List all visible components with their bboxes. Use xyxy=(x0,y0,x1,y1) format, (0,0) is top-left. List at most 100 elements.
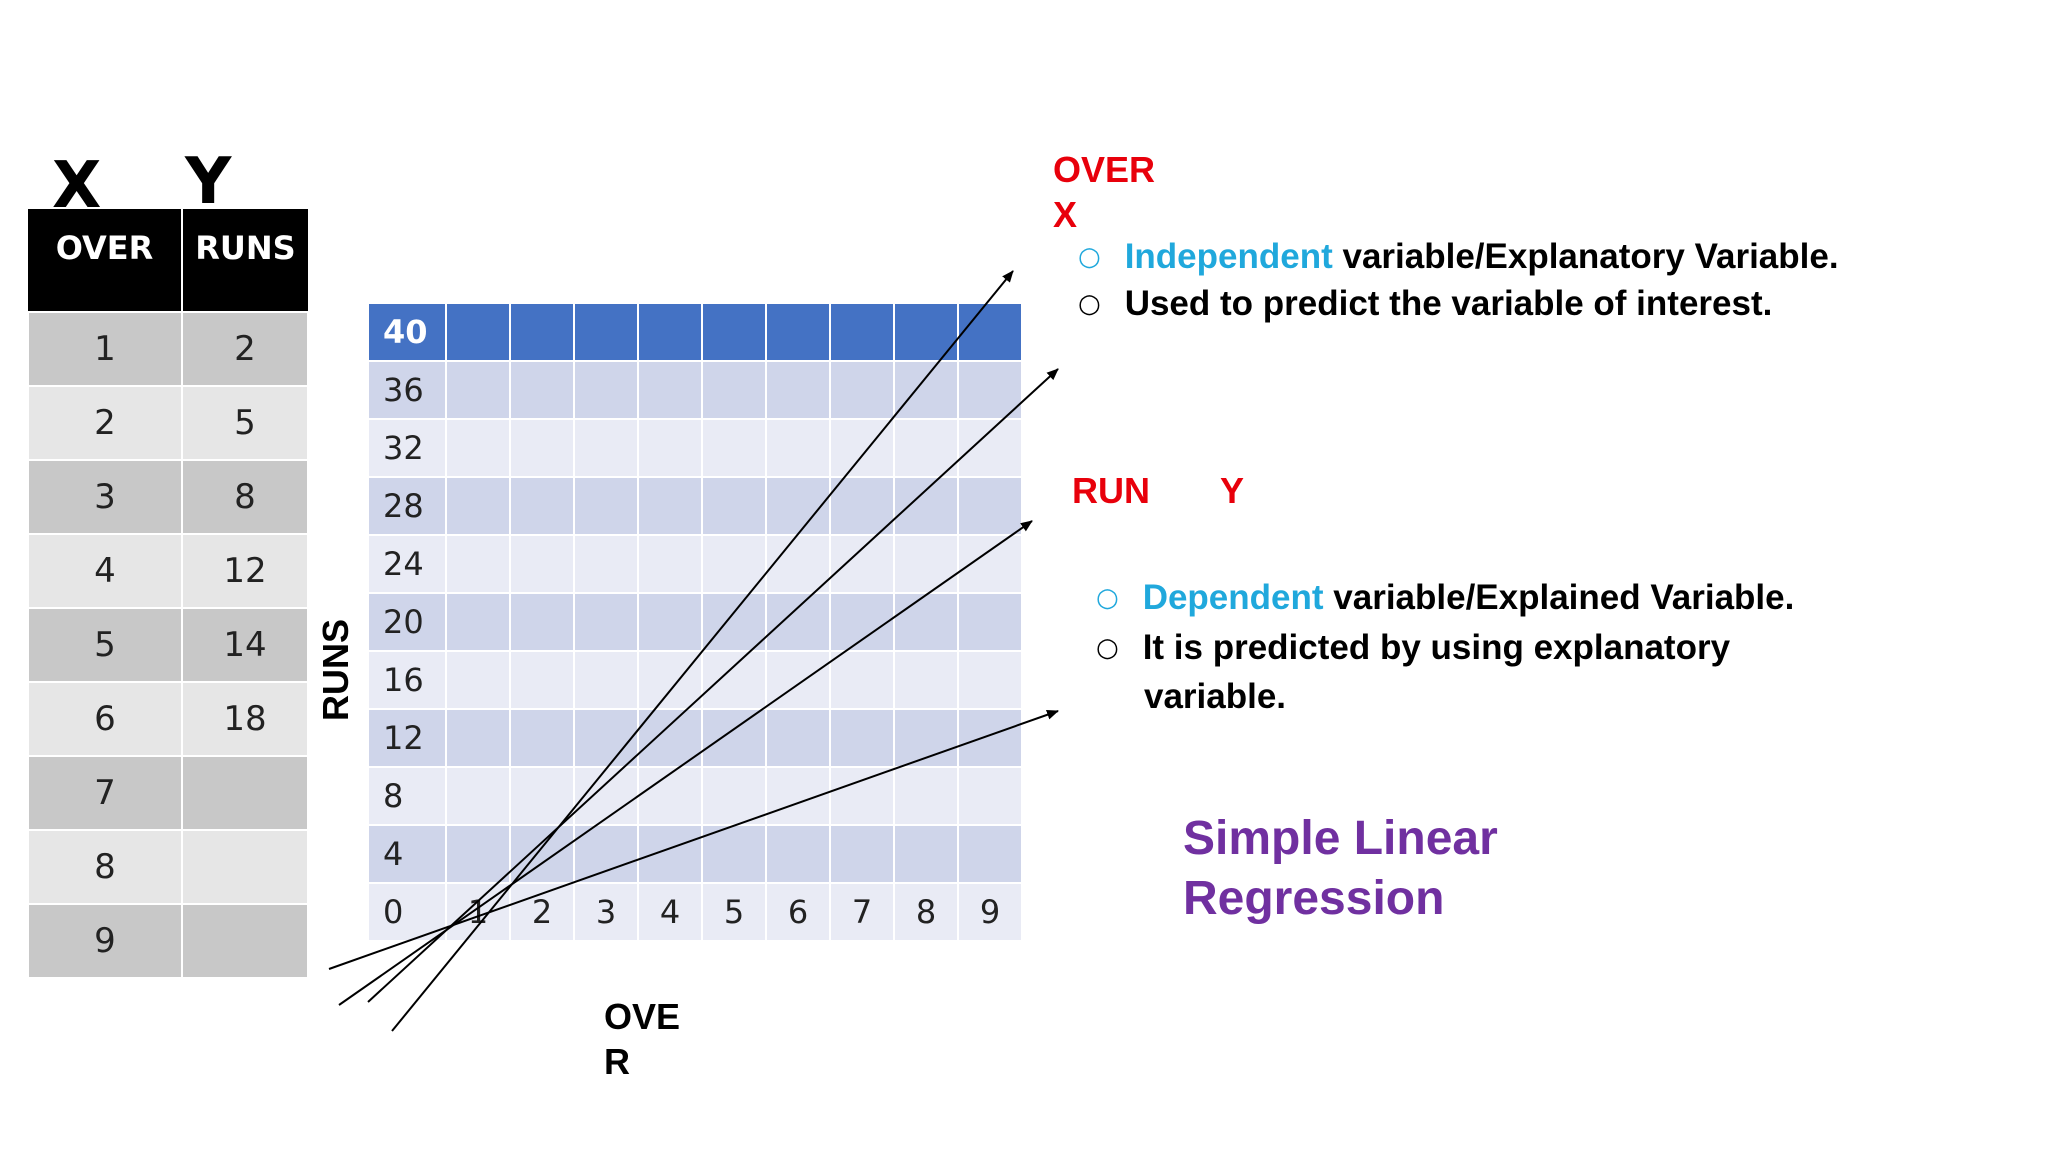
table-row: 1 2 xyxy=(27,311,309,387)
table-row: 9 xyxy=(27,903,309,979)
caption-simple-linear-regression: Simple Linear Regression xyxy=(1183,812,1498,925)
table-header-over: OVER xyxy=(28,209,183,312)
grid-cell xyxy=(509,418,575,478)
grid-cell xyxy=(829,766,895,826)
grid-cell xyxy=(637,534,703,594)
grid-row: 4 xyxy=(367,824,1023,884)
grid-cell xyxy=(829,650,895,710)
grid-cell xyxy=(445,360,511,420)
grid-cell xyxy=(957,302,1023,362)
grid-cell xyxy=(509,708,575,768)
hollow-circle-bullet-icon: ○ xyxy=(1078,289,1101,319)
grid-cell xyxy=(509,592,575,652)
table-row: 3 8 xyxy=(27,459,309,535)
table-row: 7 xyxy=(27,755,309,831)
grid-cell xyxy=(957,360,1023,420)
grid-cell xyxy=(573,302,639,362)
regression-line-medium-steep xyxy=(367,368,1059,1003)
grid-cell xyxy=(509,360,575,420)
grid-cell xyxy=(893,418,959,478)
grid-cell xyxy=(893,592,959,652)
grid-row: 8 xyxy=(367,766,1023,826)
grid-cell xyxy=(957,766,1023,826)
table-row: 8 xyxy=(27,829,309,905)
table-row: 2 5 xyxy=(27,385,309,461)
regression-line-medium xyxy=(338,520,1033,1006)
x-tick-label: 7 xyxy=(829,882,895,942)
grid-cell xyxy=(893,650,959,710)
x-tick-label: 6 xyxy=(765,882,831,942)
grid-cell xyxy=(445,824,511,884)
grid-cell xyxy=(701,418,767,478)
grid-cell xyxy=(573,592,639,652)
y-tick-label: 16 xyxy=(367,650,447,710)
grid-cell xyxy=(765,534,831,594)
run-letter: Y xyxy=(1220,470,1245,511)
regression-line-shallow xyxy=(328,709,1059,970)
y-letter: Y xyxy=(185,145,232,219)
y-tick-label: 32 xyxy=(367,418,447,478)
grid-cell xyxy=(445,766,511,826)
grid-cell xyxy=(829,302,895,362)
table-cell-runs: 18 xyxy=(181,681,309,757)
regression-line-steep xyxy=(391,270,1014,1032)
grid-cell xyxy=(957,476,1023,536)
grid-cell xyxy=(637,418,703,478)
grid-cell xyxy=(445,592,511,652)
grid-cell xyxy=(445,476,511,536)
table-cell-runs xyxy=(181,903,309,979)
table-cell-runs xyxy=(181,829,309,905)
grid-cell xyxy=(957,824,1023,884)
y-tick-label: 36 xyxy=(367,360,447,420)
table-cell-over: 8 xyxy=(27,829,183,905)
grid-cell xyxy=(637,824,703,884)
table-cell-over: 5 xyxy=(27,607,183,683)
runs-over-grid: 40 36 32 28 24 20 16 12 8 4 0 1 2 3 4 5 6 7 8 9 xyxy=(367,302,1023,942)
y-tick-label: 20 xyxy=(367,592,447,652)
grid-cell xyxy=(509,476,575,536)
grid-row: 24 xyxy=(367,534,1023,594)
grid-cell xyxy=(957,650,1023,710)
grid-cell xyxy=(701,534,767,594)
grid-cell xyxy=(765,708,831,768)
grid-cell xyxy=(701,650,767,710)
grid-cell xyxy=(829,824,895,884)
grid-cell xyxy=(957,592,1023,652)
grid-row: 20 xyxy=(367,592,1023,652)
grid-cell xyxy=(445,534,511,594)
table-cell-runs: 5 xyxy=(181,385,309,461)
x-tick-label: 3 xyxy=(573,882,639,942)
table-cell-over: 2 xyxy=(27,385,183,461)
grid-cell xyxy=(765,476,831,536)
grid-cell xyxy=(445,302,511,362)
grid-cell xyxy=(701,592,767,652)
grid-row: 28 xyxy=(367,476,1023,536)
y-tick-label: 4 xyxy=(367,824,447,884)
grid-cell xyxy=(893,824,959,884)
run-bullet-1: ○ Dependent variable/Explained Variable. xyxy=(1096,578,1795,617)
grid-cell xyxy=(701,476,767,536)
grid-cell xyxy=(701,302,767,362)
run-title: RUN xyxy=(1072,470,1150,511)
grid-cell xyxy=(829,708,895,768)
grid-cell xyxy=(637,302,703,362)
x-letter: X xyxy=(52,149,102,223)
grid-cell xyxy=(893,360,959,420)
grid-cell xyxy=(829,534,895,594)
table-cell-over: 3 xyxy=(27,459,183,535)
hollow-circle-bullet-icon: ○ xyxy=(1078,242,1101,272)
grid-cell xyxy=(573,476,639,536)
grid-cell xyxy=(765,418,831,478)
grid-cell xyxy=(573,824,639,884)
grid-cell xyxy=(509,650,575,710)
table-row: 4 12 xyxy=(27,533,309,609)
grid-row: 12 xyxy=(367,708,1023,768)
grid-cell xyxy=(637,360,703,420)
table-row: 5 14 xyxy=(27,607,309,683)
grid-cell xyxy=(701,360,767,420)
table-cell-runs: 12 xyxy=(181,533,309,609)
grid-cell xyxy=(445,418,511,478)
grid-cell xyxy=(893,476,959,536)
